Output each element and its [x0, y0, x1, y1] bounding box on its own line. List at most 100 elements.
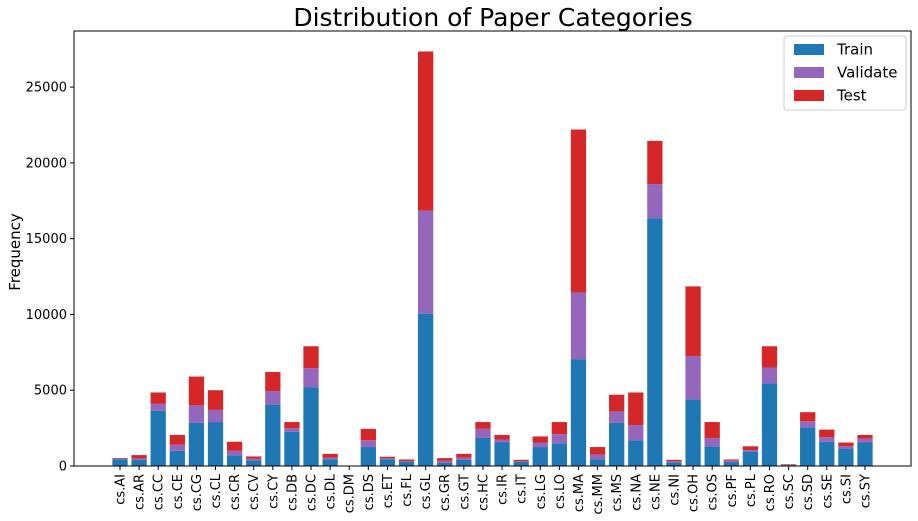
x-tick-label: cs.SE	[820, 474, 835, 509]
bar-train	[207, 422, 224, 466]
bar-validate	[379, 458, 396, 460]
bar-test	[761, 346, 778, 368]
bar-test	[551, 422, 567, 435]
x-tick-label: cs.SI	[839, 474, 854, 504]
bar-train	[800, 427, 816, 466]
bar-train	[551, 443, 567, 466]
x-tick-label: cs.CG	[190, 474, 205, 511]
bars-group	[112, 51, 873, 466]
bar-test	[265, 372, 281, 391]
bar-train	[628, 440, 644, 466]
x-tick-label: cs.MM	[591, 474, 606, 515]
bar-validate	[456, 457, 472, 460]
bar-validate	[857, 438, 873, 443]
x-tick-label: cs.LO	[553, 474, 568, 509]
x-tick-label: cs.OS	[706, 474, 721, 511]
x-tick-label: cs.PL	[744, 473, 759, 507]
bar-train	[131, 459, 147, 466]
bar-validate	[226, 450, 243, 456]
x-ticks-group: cs.AI cs.AR cs.CC cs.CE cs.CG cs.CL cs.CR cs.CV…	[114, 466, 874, 515]
x-tick-label: cs.GL	[419, 473, 434, 509]
x-tick-label: cs.DM	[343, 474, 358, 513]
bar-test	[322, 453, 338, 458]
bar-validate	[207, 409, 224, 423]
bar-train	[150, 410, 166, 466]
bar-train	[265, 404, 281, 466]
bar-train	[589, 459, 606, 466]
bar-train	[475, 437, 491, 466]
bar-test	[188, 376, 205, 406]
bar-test	[666, 459, 682, 462]
x-tick-label: cs.RO	[763, 474, 778, 511]
bar-validate	[819, 437, 835, 442]
bar-train	[360, 447, 376, 466]
bar-train	[379, 459, 396, 466]
x-tick-label: cs.SC	[782, 474, 797, 509]
x-tick-label: cs.CC	[152, 474, 167, 510]
y-tick-label: 25000	[26, 81, 67, 96]
x-tick-label: cs.DL	[324, 473, 339, 509]
bar-test	[437, 458, 453, 461]
x-tick-label: cs.DS	[362, 474, 377, 510]
bar-train	[418, 313, 434, 466]
bar-validate	[131, 458, 147, 460]
bar-test	[303, 346, 319, 369]
bar-test	[647, 140, 663, 185]
x-tick-label: cs.CE	[171, 474, 186, 509]
bar-test	[169, 434, 185, 445]
y-tick-label: 0	[59, 460, 67, 475]
bar-validate	[551, 434, 567, 444]
bar-train	[704, 446, 720, 466]
bar-train	[838, 448, 854, 466]
bar-validate	[609, 411, 625, 423]
bar-validate	[246, 458, 262, 461]
bar-train	[398, 461, 415, 466]
x-tick-label: cs.CY	[266, 474, 281, 509]
legend-swatch-test	[794, 90, 824, 101]
bar-train	[284, 431, 300, 466]
legend-swatch-train	[794, 44, 824, 55]
bar-validate	[437, 460, 453, 463]
x-tick-label: cs.ET	[381, 474, 396, 508]
y-tick-label: 20000	[26, 156, 67, 171]
bar-train	[609, 422, 625, 466]
bar-test	[226, 441, 243, 451]
chart-title: Distribution of Paper Categories	[293, 3, 692, 32]
bar-train	[246, 460, 262, 466]
x-tick-label: cs.GT	[457, 474, 472, 510]
bar-validate	[322, 457, 338, 460]
x-tick-label: cs.CV	[247, 474, 262, 510]
bar-test	[513, 459, 529, 461]
bar-validate	[475, 428, 491, 438]
bar-test	[360, 428, 376, 441]
bar-test	[150, 392, 166, 404]
bar-test	[207, 390, 224, 410]
bar-train	[819, 441, 835, 466]
x-tick-label: cs.OH	[687, 474, 702, 512]
bar-test	[570, 129, 587, 293]
bar-train	[742, 451, 759, 466]
bar-test	[857, 434, 873, 439]
bar-test	[418, 51, 434, 211]
legend-swatch-validate	[794, 67, 824, 78]
bar-validate	[150, 403, 166, 411]
bar-validate	[513, 461, 529, 462]
bar-validate	[188, 405, 205, 423]
bar-train	[685, 399, 701, 466]
x-tick-label: cs.MS	[610, 474, 625, 512]
x-tick-label: cs.GR	[438, 474, 453, 511]
legend-label-test: Test	[836, 87, 867, 105]
bar-test	[131, 455, 147, 459]
x-tick-label: cs.HC	[476, 474, 491, 511]
x-tick-label: cs.LG	[534, 474, 549, 509]
bar-train	[647, 218, 663, 466]
bar-test	[494, 434, 510, 440]
y-axis-label: Frequency	[6, 213, 24, 291]
bar-validate	[284, 428, 300, 432]
x-tick-label: cs.IR	[496, 474, 511, 505]
x-tick-label: cs.PF	[725, 474, 740, 507]
bar-test	[838, 442, 854, 447]
y-tick-label: 15000	[26, 232, 67, 247]
bar-validate	[723, 460, 739, 462]
bar-validate	[265, 390, 281, 405]
